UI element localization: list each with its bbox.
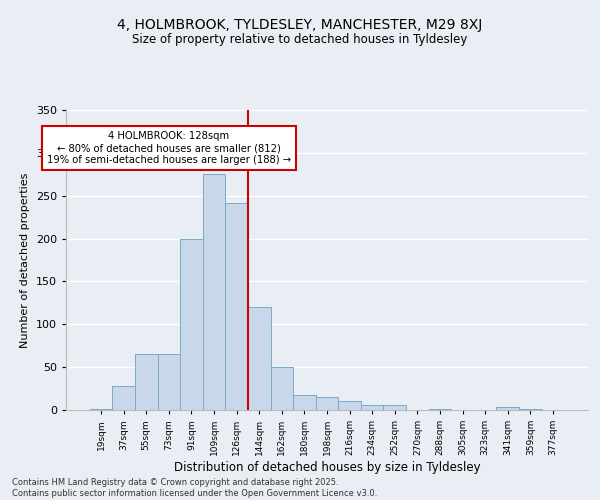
Bar	[383, 405, 406, 410]
Bar	[135, 354, 158, 410]
Bar	[293, 394, 316, 410]
Y-axis label: Number of detached properties: Number of detached properties	[20, 172, 30, 348]
Bar	[248, 307, 271, 410]
Bar	[316, 397, 338, 410]
Bar	[180, 238, 203, 410]
Bar	[361, 405, 383, 410]
Text: 4 HOLMBROOK: 128sqm
← 80% of detached houses are smaller (812)
19% of semi-detac: 4 HOLMBROOK: 128sqm ← 80% of detached ho…	[47, 132, 291, 164]
Bar	[271, 367, 293, 410]
Bar	[496, 406, 519, 410]
X-axis label: Distribution of detached houses by size in Tyldesley: Distribution of detached houses by size …	[173, 461, 481, 474]
Bar	[90, 409, 112, 410]
Bar	[226, 202, 248, 410]
Text: 4, HOLMBROOK, TYLDESLEY, MANCHESTER, M29 8XJ: 4, HOLMBROOK, TYLDESLEY, MANCHESTER, M29…	[118, 18, 482, 32]
Bar	[203, 174, 226, 410]
Text: Size of property relative to detached houses in Tyldesley: Size of property relative to detached ho…	[133, 32, 467, 46]
Bar	[428, 409, 451, 410]
Bar	[158, 354, 180, 410]
Bar	[519, 409, 542, 410]
Bar	[338, 402, 361, 410]
Text: Contains HM Land Registry data © Crown copyright and database right 2025.
Contai: Contains HM Land Registry data © Crown c…	[12, 478, 377, 498]
Bar	[112, 386, 135, 410]
